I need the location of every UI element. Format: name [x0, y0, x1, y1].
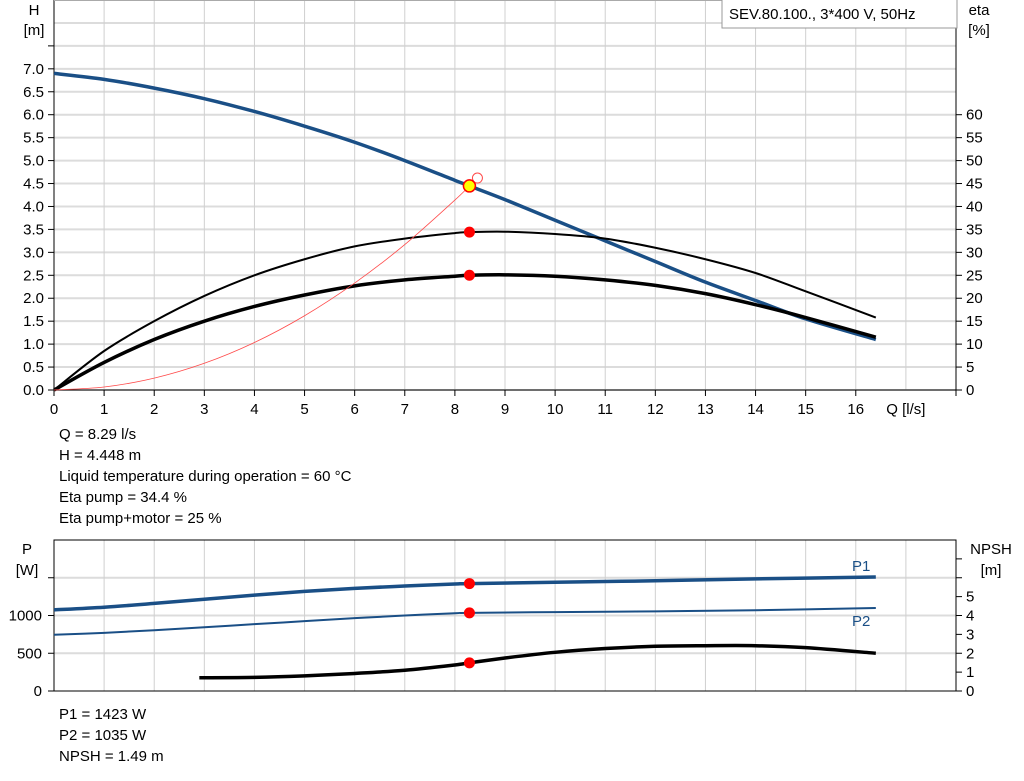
npsh-axis-label: NPSH: [970, 541, 1012, 558]
system-curve-end-marker: [471, 172, 483, 184]
system-curve-curve: [53, 177, 478, 391]
h-tick-label: 2.0: [23, 290, 44, 307]
q-tick-label: 4: [250, 401, 258, 418]
npsh-tick-label: 1: [966, 664, 974, 681]
eta-tick-label: 50: [966, 153, 983, 170]
p-axis-unit: [W]: [16, 562, 39, 579]
h-tick-label: 0.5: [23, 359, 44, 376]
h-tick-label: 0.0: [23, 382, 44, 399]
h-tick-label: 6.5: [23, 84, 44, 101]
h-axis-unit: [m]: [24, 22, 45, 39]
h-tick-label: 3.5: [23, 221, 44, 238]
p-axis-label: P: [22, 541, 32, 558]
eta-tick-label: 35: [966, 221, 983, 238]
npsh-tick-label: 0: [966, 683, 974, 700]
h-tick-label: 6.0: [23, 107, 44, 124]
eta-tick-label: 60: [966, 107, 983, 124]
q-tick-label: 14: [747, 401, 764, 418]
h-tick-label: 3.0: [23, 244, 44, 261]
q-tick-label: 9: [501, 401, 509, 418]
info-q: Q = 8.29 l/s: [59, 426, 137, 443]
eta-pump-duty-marker: [463, 226, 475, 238]
p2-curve: [53, 606, 876, 636]
npsh-tick-label: 3: [966, 626, 974, 643]
info-liquid-temp: Liquid temperature during operation = 60…: [59, 468, 352, 485]
eta-pump-motor-duty-marker: [463, 269, 475, 281]
q-tick-label: 10: [547, 401, 564, 418]
p-tick-label: 500: [17, 645, 42, 662]
h-axis-label: H: [29, 2, 40, 19]
info-npsh: NPSH = 1.49 m: [59, 748, 164, 765]
duty-point-marker: [462, 179, 477, 193]
eta-axis-label: eta: [969, 2, 991, 19]
npsh-curve: [199, 643, 876, 680]
q-tick-label: 11: [597, 401, 613, 418]
q-tick-label: 12: [647, 401, 664, 418]
p-tick-label: 1000: [9, 608, 42, 625]
eta-tick-label: 20: [966, 290, 983, 307]
info-h: H = 4.448 m: [59, 447, 142, 464]
p1-curve-label: P1: [852, 558, 870, 575]
h-tick-label: 5.5: [23, 130, 44, 147]
p2-curve-label: P2: [852, 613, 870, 630]
q-tick-label: 7: [401, 401, 409, 418]
eta-tick-label: 25: [966, 267, 983, 284]
q-tick-label: 8: [451, 401, 459, 418]
eta-tick-label: 0: [966, 382, 974, 399]
q-tick-label: 15: [797, 401, 814, 418]
q-axis-label: Q [l/s]: [886, 401, 925, 418]
npsh-duty-marker: [463, 657, 475, 669]
npsh-axis-unit: [m]: [981, 562, 1002, 579]
q-tick-label: 2: [150, 401, 158, 418]
npsh-tick-label: 4: [966, 608, 974, 625]
eta-tick-label: 45: [966, 176, 983, 193]
h-tick-label: 4.0: [23, 198, 44, 215]
q-tick-label: 16: [847, 401, 864, 418]
eta-tick-label: 5: [966, 359, 974, 376]
h-tick-label: 2.5: [23, 267, 44, 284]
info-p2: P2 = 1035 W: [59, 727, 147, 744]
npsh-tick-label: 5: [966, 589, 974, 606]
h-tick-label: 7.0: [23, 61, 44, 78]
q-tick-label: 1: [100, 401, 108, 418]
legend-box: [721, 0, 958, 29]
eta-pump-curve: [53, 230, 877, 391]
duty-point-info: Q = 8.29 l/s H = 4.448 m Liquid temperat…: [59, 424, 351, 529]
h-tick-label: 1.5: [23, 313, 44, 330]
power-info: P1 = 1423 W P2 = 1035 W NPSH = 1.49 m: [59, 704, 164, 767]
npsh-tick-label: 2: [966, 645, 974, 662]
p2-duty-marker: [463, 607, 475, 619]
p1-duty-marker: [463, 578, 475, 590]
eta-tick-label: 30: [966, 244, 983, 261]
eta-tick-label: 15: [966, 313, 983, 330]
q-tick-label: 6: [350, 401, 358, 418]
info-eta-pump: Eta pump = 34.4 %: [59, 489, 187, 506]
h-tick-label: 1.0: [23, 336, 44, 353]
q-tick-label: 3: [200, 401, 208, 418]
eta-tick-label: 10: [966, 336, 983, 353]
h-tick-label: 4.5: [23, 176, 44, 193]
eta-tick-label: 40: [966, 198, 983, 215]
legend-title: SEV.80.100., 3*400 V, 50Hz: [729, 6, 916, 23]
eta-pump-motor-curve: [53, 273, 877, 392]
p-tick-label: 0: [34, 683, 42, 700]
q-tick-label: 5: [300, 401, 308, 418]
h-tick-label: 5.0: [23, 153, 44, 170]
info-eta-pump-motor: Eta pump+motor = 25 %: [59, 510, 222, 527]
p1-curve: [53, 575, 876, 612]
eta-axis-unit: [%]: [968, 22, 990, 39]
info-p1: P1 = 1423 W: [59, 706, 147, 723]
q-tick-label: 13: [697, 401, 714, 418]
eta-tick-label: 55: [966, 130, 983, 147]
q-tick-label: 0: [50, 401, 58, 418]
